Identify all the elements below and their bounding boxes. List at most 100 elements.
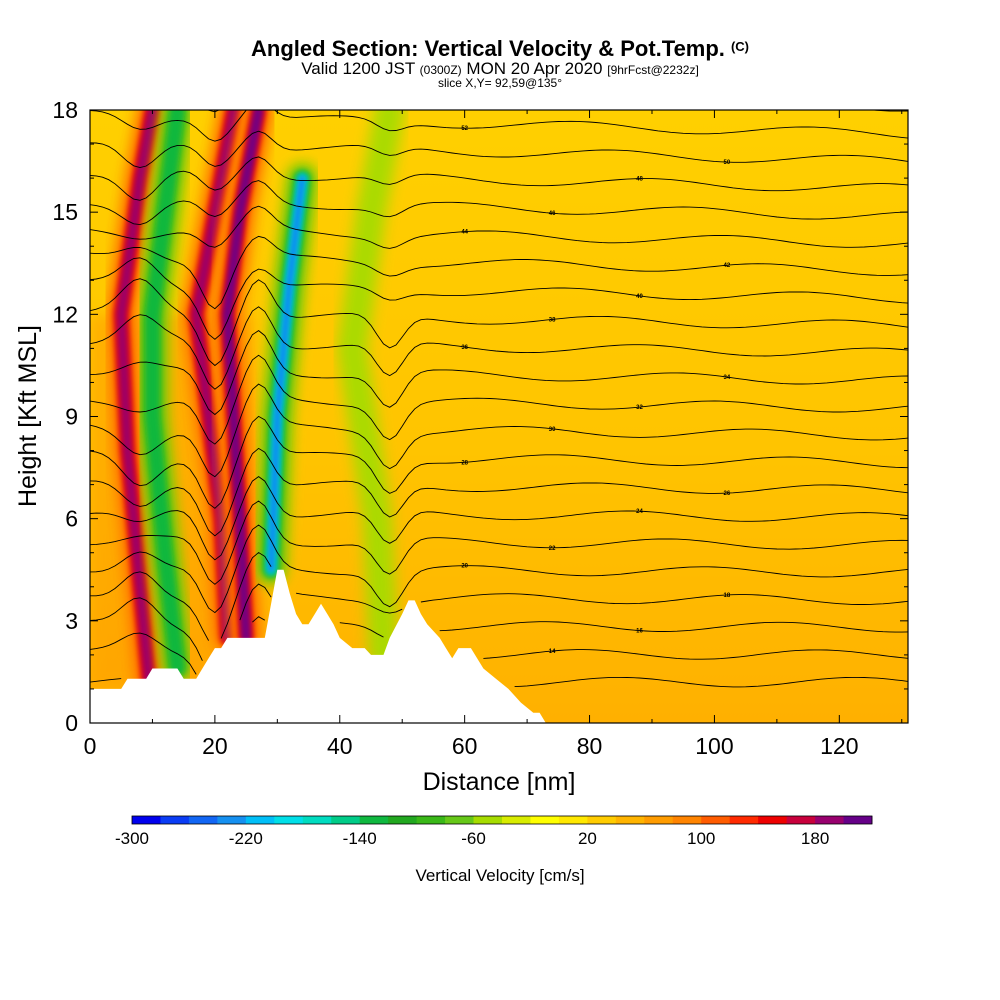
x-tick-label: 0 xyxy=(84,733,97,759)
downdraft-band xyxy=(144,110,185,676)
colorbar-tick-label: 100 xyxy=(687,829,715,848)
y-axis-label: Height [Kft MSL] xyxy=(14,325,42,507)
colorbar-swatch xyxy=(274,816,304,824)
colorbar-swatch xyxy=(758,816,788,824)
isentrope-line xyxy=(90,156,908,201)
colorbar-swatch xyxy=(416,816,446,824)
colorbar-tick-label: -140 xyxy=(343,829,377,848)
isentrope-label: 32 xyxy=(636,405,643,411)
isentrope-line xyxy=(90,278,908,367)
y-tick-label: 9 xyxy=(65,404,78,430)
colorbar-tick-label: -220 xyxy=(229,829,263,848)
isentrope-label: 42 xyxy=(724,263,731,269)
isentrope-label: 24 xyxy=(636,509,643,515)
forecast-info: [9hrFcst@2232z] xyxy=(607,63,699,77)
isentrope-line xyxy=(90,330,908,416)
colorbar-swatch xyxy=(815,816,844,824)
colorbar-swatch xyxy=(701,816,731,824)
colorbar-swatch xyxy=(729,816,759,824)
y-tick-label: 0 xyxy=(65,710,78,736)
x-tick-label: 120 xyxy=(820,733,858,759)
isentrope-label: 48 xyxy=(636,177,643,183)
chart-subtitle: Valid 1200 JST (0300Z) MON 20 Apr 2020 [… xyxy=(0,59,1000,79)
colorbar-tick-label: 180 xyxy=(801,829,829,848)
y-tick-label: 12 xyxy=(52,301,78,327)
isentrope-label: 46 xyxy=(549,211,556,217)
isentrope-line xyxy=(90,524,908,614)
isentrope-label: 22 xyxy=(549,546,556,552)
plot-area: 1214161820222426283032343638404244464850… xyxy=(90,101,908,723)
isentrope-label: 14 xyxy=(549,649,556,655)
colorbar-label: Vertical Velocity [cm/s] xyxy=(415,866,584,885)
updraft-band xyxy=(191,110,239,643)
colorbar-tick-label: -300 xyxy=(115,829,149,848)
isentrope-label: 28 xyxy=(461,460,468,466)
y-tick-label: 18 xyxy=(52,97,78,123)
terrain-profile xyxy=(90,569,908,723)
colorbar-swatch xyxy=(331,816,361,824)
chart-title: Angled Section: Vertical Velocity & Pot.… xyxy=(0,36,1000,62)
colorbar-swatch xyxy=(558,816,588,824)
y-tick-label: 15 xyxy=(52,199,78,225)
isentrope-line xyxy=(90,500,908,585)
isentrope-label: 18 xyxy=(724,593,731,599)
colorbar-swatch xyxy=(502,816,531,824)
colorbar-swatch xyxy=(188,816,218,824)
isentrope-label: 26 xyxy=(724,491,731,497)
isentrope-line xyxy=(90,583,908,661)
colorbar-swatch xyxy=(672,816,702,824)
valid-date: MON 20 Apr 2020 xyxy=(466,59,603,78)
utc-time: (0300Z) xyxy=(419,63,462,77)
isentrope-line xyxy=(90,447,908,537)
isentrope-label: 40 xyxy=(636,294,643,300)
isentrope-label: 44 xyxy=(461,230,468,236)
isentrope-line xyxy=(90,383,908,478)
colorbar-frame xyxy=(131,815,873,825)
title-text: Angled Section: Vertical Velocity & Pot.… xyxy=(251,36,725,61)
isentrope-line xyxy=(90,306,908,390)
isentrope-line xyxy=(90,415,908,509)
colorbar-swatch xyxy=(245,816,275,824)
colorbar-tick-label: 20 xyxy=(578,829,597,848)
x-tick-label: 40 xyxy=(327,733,353,759)
isentrope-label: 30 xyxy=(549,427,556,433)
x-tick-label: 80 xyxy=(577,733,603,759)
downdraft-band xyxy=(337,110,405,670)
colorbar-swatch xyxy=(160,816,190,824)
isentrope-line xyxy=(90,130,908,168)
colorbar-swatch xyxy=(445,816,474,824)
colorbar-tick-label: -60 xyxy=(461,829,486,848)
isentrope-label: 36 xyxy=(461,345,468,351)
isentrope-label: 20 xyxy=(461,564,468,570)
y-tick-label: 3 xyxy=(65,608,78,634)
colorbar-swatch xyxy=(388,816,418,824)
colorbar-swatch xyxy=(843,816,873,824)
x-axis-label: Distance [nm] xyxy=(423,768,576,796)
colorbar-swatch xyxy=(302,816,332,824)
copyright-mark: (C) xyxy=(730,39,749,54)
isentrope-label: 38 xyxy=(549,317,556,323)
isentrope-line xyxy=(90,257,908,340)
colorbar: -300 -220 -140 -60 20 100 180 xyxy=(115,815,873,848)
colorbar-swatch xyxy=(359,816,389,824)
isentrope-line xyxy=(90,180,908,226)
isentrope-line xyxy=(90,551,908,641)
isentrope-line xyxy=(90,205,908,249)
valid-time: Valid 1200 JST xyxy=(301,59,415,78)
colorbar-swatch xyxy=(786,816,816,824)
y-tick-label: 6 xyxy=(65,506,78,532)
colorbar-swatch xyxy=(615,816,645,824)
x-tick-label: 20 xyxy=(202,733,228,759)
isentrope-line xyxy=(90,676,908,688)
isentrope-line xyxy=(90,354,908,445)
isentrope-label: 16 xyxy=(636,629,643,635)
isentrope-label: 50 xyxy=(724,160,731,166)
isentrope-label: 54 xyxy=(549,101,556,107)
isentrope-line xyxy=(90,110,908,142)
isentrope-label: 34 xyxy=(724,375,731,381)
x-tick-label: 100 xyxy=(695,733,733,759)
colorbar-swatch xyxy=(132,816,161,824)
colorbar-swatch xyxy=(644,816,674,824)
